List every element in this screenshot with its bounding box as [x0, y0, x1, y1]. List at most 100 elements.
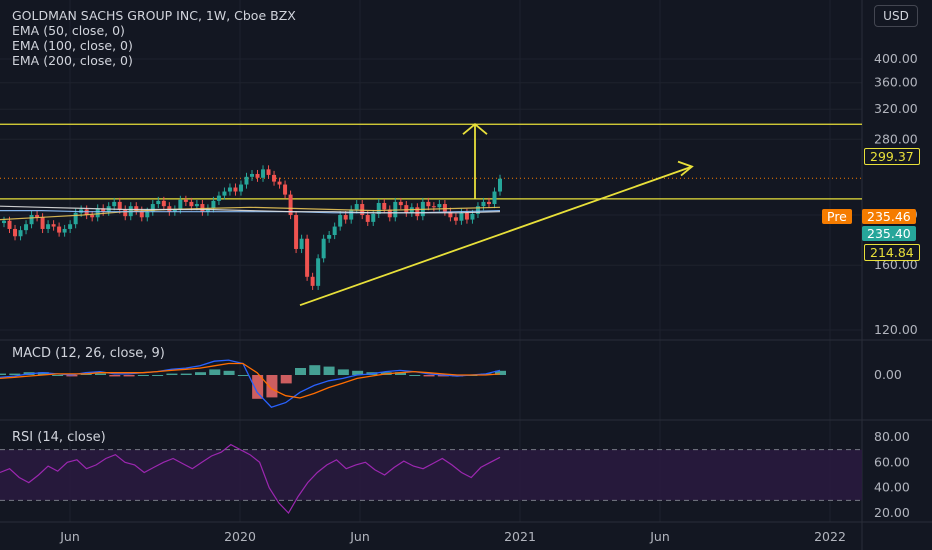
macd-histogram-bar [309, 365, 321, 375]
candle-body [156, 200, 161, 205]
candle-body [371, 213, 376, 222]
candle-body [470, 213, 475, 220]
candle-body [95, 208, 100, 218]
candle-body [299, 238, 304, 249]
candle-body [481, 201, 486, 207]
macd-histogram-bar [423, 375, 435, 377]
candle-body [332, 226, 337, 236]
last-price-tag: 235.40 [862, 226, 916, 241]
candle-body [261, 169, 266, 178]
candle-body [327, 235, 332, 239]
candle-body [227, 187, 232, 192]
candle-body [498, 178, 502, 192]
candle-body [459, 212, 464, 221]
ema-200-label: EMA (200, close, 0) [12, 53, 133, 68]
candle-body [134, 206, 139, 211]
macd-histogram-bar [137, 375, 149, 376]
candle-body [360, 204, 365, 216]
price-axis-tick: 400.00 [874, 51, 918, 66]
candle-body [365, 215, 370, 222]
candle-body [7, 220, 12, 229]
time-axis-label: 2021 [504, 529, 536, 544]
candle-body [40, 217, 45, 229]
rsi-axis-tick: 40.00 [874, 480, 910, 495]
candle-body [211, 200, 216, 209]
macd-histogram-bar [295, 368, 306, 375]
macd-histogram-bar [352, 370, 364, 375]
candle-body [101, 208, 106, 212]
time-axis-label: Jun [349, 529, 370, 544]
candle-body [464, 212, 469, 220]
candle-body [216, 195, 221, 201]
macd-histogram-bar [37, 372, 49, 375]
candle-body [398, 201, 403, 206]
premarket-label: Pre [822, 209, 852, 224]
candle-body [57, 226, 62, 233]
rsi-axis-tick: 60.00 [874, 454, 910, 469]
premarket-price-tag: 235.46 [862, 209, 916, 224]
ema-line [0, 206, 501, 221]
macd-histogram-bar [223, 370, 235, 375]
candle-body [46, 224, 51, 229]
price-axis-tick: 280.00 [874, 131, 918, 146]
macd-histogram-bar [252, 375, 264, 399]
rsi-axis-tick: 20.00 [874, 505, 910, 520]
time-axis-label: 2022 [814, 529, 846, 544]
candle-body [486, 201, 491, 205]
macd-histogram-bar [166, 373, 178, 375]
macd-histogram-bar [237, 375, 249, 376]
candle-body [272, 174, 277, 182]
candle-body [426, 201, 431, 207]
price-axis-tick: 320.00 [874, 101, 918, 116]
macd-histogram-bar [409, 375, 421, 376]
rsi-axis-tick: 80.00 [874, 429, 910, 444]
candle-body [90, 215, 95, 218]
candle-body [354, 204, 359, 210]
candle-body [250, 173, 254, 177]
candle-body [117, 201, 122, 210]
time-axis-label: Jun [59, 529, 80, 544]
rsi-band [0, 449, 862, 501]
macd-histogram-bar [266, 375, 278, 398]
candle-body [29, 215, 34, 225]
candle-body [376, 202, 381, 214]
candle-body [24, 224, 29, 231]
candle-body [448, 211, 453, 218]
candle-body [415, 207, 420, 217]
chart-legend: GOLDMAN SACHS GROUP INC, 1W, Cboe BZX EM… [12, 8, 296, 68]
candle-body [68, 224, 73, 229]
signal-line [0, 362, 501, 399]
macd-histogram-bar [0, 373, 6, 375]
macd-histogram-bar [395, 372, 406, 375]
macd-label: MACD (12, 26, close, 9) [12, 346, 165, 361]
candle-body [338, 215, 343, 227]
price-axis-tick: 120.00 [874, 322, 918, 337]
macd-histogram-bar [109, 375, 121, 377]
macd-histogram-bar [66, 375, 78, 377]
candle-body [112, 201, 117, 207]
candle-body [244, 176, 249, 185]
time-axis-label: Jun [649, 529, 670, 544]
candle-body [62, 228, 67, 233]
candle-body [321, 238, 326, 259]
currency-button[interactable]: USD [874, 5, 918, 27]
candle-body [316, 258, 321, 286]
price-axis-tick: 360.00 [874, 75, 918, 90]
candle-body [150, 204, 155, 212]
candle-body [183, 199, 188, 202]
macd-histogram-bar [209, 369, 221, 375]
candle-body [178, 199, 183, 210]
trendline-arrowhead [677, 160, 694, 177]
macd-histogram-bar [123, 375, 135, 377]
resistance-price-tag: 299.37 [864, 148, 920, 165]
candle-body [283, 184, 288, 195]
breakout-arrowhead [462, 123, 488, 135]
candle-body [51, 224, 56, 227]
macd-histogram-bar [152, 375, 164, 376]
candle-body [172, 209, 177, 212]
candle-body [123, 209, 128, 217]
macd-histogram-bar [437, 375, 449, 377]
candle-body [310, 276, 315, 286]
